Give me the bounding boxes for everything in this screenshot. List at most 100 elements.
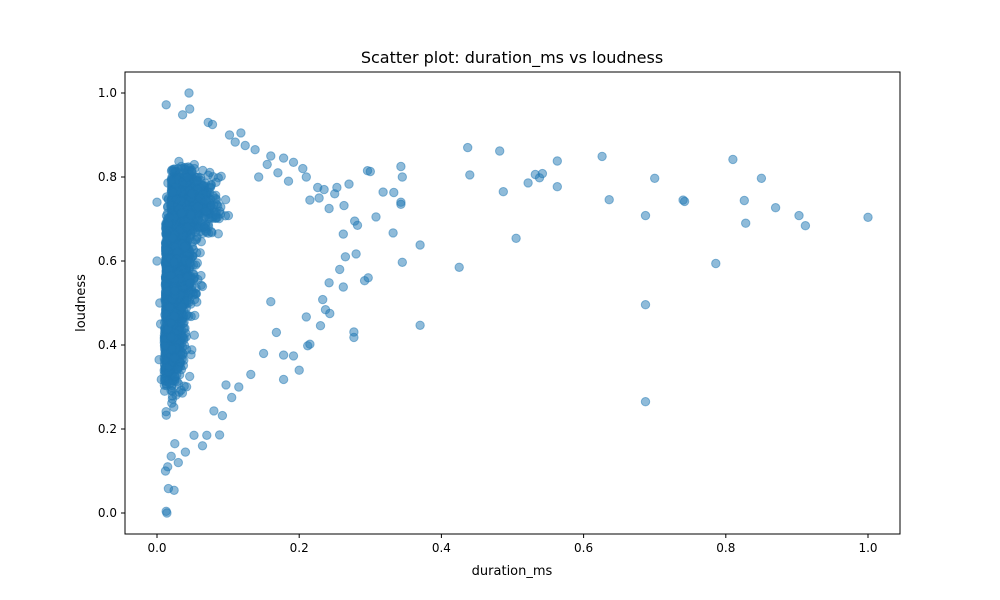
data-point [349, 332, 359, 343]
data-point [177, 110, 188, 120]
data-point [214, 430, 225, 440]
data-point [495, 146, 505, 156]
data-point [335, 264, 345, 275]
data-point [679, 196, 690, 207]
dense-point [164, 212, 175, 223]
data-point [396, 161, 406, 172]
data-point [396, 199, 406, 210]
data-point [324, 203, 334, 214]
data-point [217, 410, 228, 421]
data-point [250, 145, 260, 155]
data-point [739, 195, 749, 206]
data-point [294, 365, 304, 375]
data-point [640, 210, 651, 221]
dense-point [189, 294, 200, 305]
x-axis-ticks: 0.0 0.2 0.4 0.6 0.8 1.0 [147, 534, 878, 555]
plot-frame [124, 71, 901, 535]
data-point [278, 350, 289, 360]
dense-point [185, 371, 195, 382]
dense-point [174, 156, 184, 167]
dense-point [196, 270, 206, 281]
data-point [301, 172, 311, 182]
data-point [197, 441, 208, 451]
data-point [262, 159, 272, 170]
data-point [794, 210, 804, 221]
data-point [236, 128, 246, 138]
dense-point [181, 344, 192, 355]
data-point [389, 187, 399, 198]
data-point [604, 195, 614, 205]
dense-point [177, 302, 187, 312]
data-point [552, 182, 562, 192]
data-point [770, 203, 781, 213]
dense-point [173, 364, 183, 374]
data-point [180, 447, 191, 457]
data-point [155, 298, 165, 308]
dense-point-cloud [159, 156, 234, 420]
data-point [227, 392, 237, 403]
x-tick-label: 0.2 [290, 541, 309, 555]
data-points [152, 88, 873, 518]
data-point [371, 212, 381, 222]
data-point [463, 142, 473, 153]
dense-point [169, 286, 180, 296]
data-point [318, 294, 328, 305]
dense-point [187, 165, 197, 176]
y-tick-label: 0.6 [98, 254, 117, 268]
dense-point [199, 221, 209, 232]
data-point [351, 249, 361, 259]
data-point [537, 168, 548, 179]
dense-point [167, 394, 178, 404]
data-point [338, 282, 348, 292]
data-point [465, 170, 475, 180]
dense-point [190, 310, 200, 321]
data-point [234, 382, 244, 392]
data-point [298, 163, 308, 174]
x-tick-label: 1.0 [858, 541, 877, 555]
data-point [278, 153, 289, 163]
data-point [338, 229, 348, 239]
data-point [324, 278, 334, 288]
data-point [230, 137, 240, 147]
y-tick-label: 0.4 [98, 338, 117, 352]
data-point [388, 228, 398, 238]
dense-point [188, 245, 199, 255]
data-point [273, 168, 283, 178]
data-point [756, 173, 767, 184]
data-point [319, 184, 329, 195]
dense-point [185, 278, 196, 288]
data-point [650, 173, 660, 184]
data-point [301, 312, 311, 322]
dense-point [177, 388, 188, 398]
data-point [339, 200, 349, 211]
dense-point [161, 245, 171, 255]
dense-point [197, 281, 208, 292]
dense-point [182, 222, 192, 232]
data-point [283, 176, 294, 186]
data-point [640, 397, 651, 407]
data-point [498, 187, 508, 197]
data-point [271, 327, 282, 338]
dense-point [185, 258, 195, 268]
x-tick-label: 0.6 [574, 541, 593, 555]
data-point [207, 119, 218, 130]
data-point [863, 212, 873, 223]
data-point [258, 348, 269, 359]
dense-point [179, 317, 189, 328]
y-axis-ticks: 0.0 0.2 0.4 0.6 0.8 1.0 [98, 86, 125, 520]
data-point [278, 374, 289, 385]
data-point [154, 355, 164, 365]
data-point [288, 351, 299, 361]
dense-point [182, 309, 192, 320]
data-point [454, 262, 464, 272]
data-point [170, 439, 180, 449]
data-point [397, 257, 407, 267]
dense-point [166, 318, 176, 328]
dense-point [182, 172, 192, 182]
chart-title: Scatter plot: duration_ms vs loudness [361, 48, 663, 68]
x-tick-label: 0.0 [147, 541, 166, 555]
data-point [511, 233, 521, 244]
data-point [224, 130, 235, 140]
